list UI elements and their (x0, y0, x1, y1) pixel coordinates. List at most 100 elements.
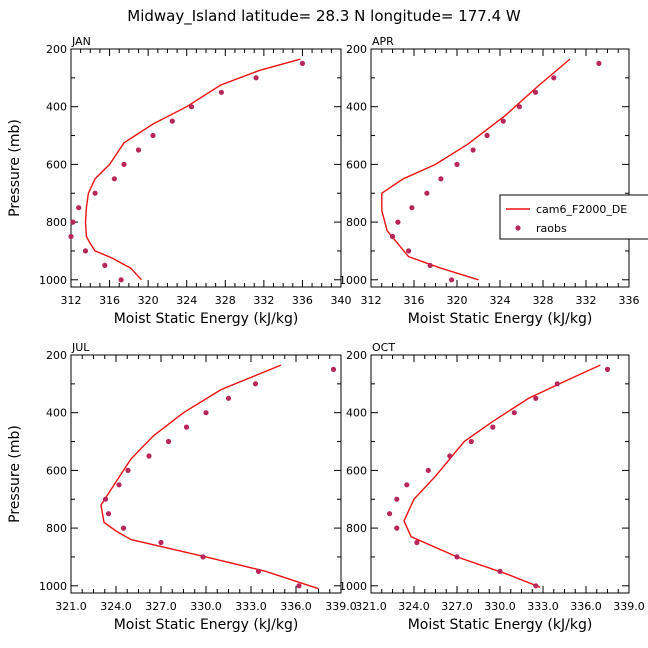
y-tick-label: 400 (346, 101, 367, 114)
panels-container: 312 316 320 324 328 332 336 340 200 400 600 800 1000… (7, 35, 645, 633)
raobs-point (135, 147, 142, 153)
raobs-point (76, 205, 82, 211)
panel-label: OCT (372, 341, 395, 354)
y-tick-label: 200 (46, 349, 67, 362)
raobs-point (533, 583, 539, 589)
raobs-point (225, 395, 232, 401)
x-tick-label: 332 (576, 294, 597, 307)
x-tick-label: 324 (176, 294, 197, 307)
raobs-point (188, 104, 195, 110)
y-tick-label: 800 (46, 216, 67, 229)
raobs-point (454, 554, 460, 560)
x-axis-label: Moist Static Energy (kJ/kg) (114, 617, 299, 633)
raobs-point (118, 277, 124, 283)
raobs-point (105, 511, 112, 517)
raobs-point (158, 539, 164, 546)
x-tick-label: 324.0 (100, 600, 132, 613)
x-tick-label: 328 (215, 294, 236, 307)
x-tick-label: 316 (404, 294, 425, 307)
x-axis-label: Moist Static Energy (kJ/kg) (114, 311, 299, 327)
raobs-point (111, 176, 117, 182)
raobs-point (490, 424, 496, 430)
model-profile-line (100, 364, 319, 590)
y-tick-label: 800 (346, 522, 367, 535)
raobs-point (255, 568, 262, 575)
y-tick-label: 200 (346, 43, 367, 56)
legend-entry-raobs: raobs (536, 222, 567, 235)
raobs-point (500, 118, 506, 124)
x-tick-label: 312 (61, 294, 82, 307)
x-tick-label: 339.0 (613, 600, 645, 613)
legend-entry-model: cam6_F2000_DE (536, 203, 627, 216)
x-tick-label: 316 (99, 294, 120, 307)
raobs-point (68, 233, 74, 240)
x-axis-label: Moist Static Energy (kJ/kg) (408, 617, 593, 633)
raobs-point (200, 554, 206, 560)
x-tick-label: 336.0 (280, 600, 312, 613)
raobs-point (82, 248, 89, 254)
y-tick-label: 1000 (339, 274, 367, 287)
raobs-point (427, 262, 433, 268)
raobs-point (165, 438, 172, 445)
raobs-point (438, 176, 444, 182)
x-tick-label: 336 (619, 294, 640, 307)
x-tick-label: 339.0 (325, 600, 357, 613)
raobs-point (102, 262, 108, 268)
y-tick-label: 1000 (339, 580, 367, 593)
raobs-point (596, 60, 602, 66)
x-tick-label: 324 (490, 294, 511, 307)
raobs-point (120, 525, 127, 531)
y-tick-label: 600 (346, 464, 367, 477)
raobs-point (414, 539, 420, 546)
plot-frame (70, 48, 342, 288)
model-profile-line (381, 58, 571, 281)
legend-marker-swatch (515, 225, 521, 231)
panel-oct: 321.0 324.0 327.0 330.0 333.0 336.0 339.0 200 40… (339, 341, 645, 633)
y-tick-label: 400 (346, 407, 367, 420)
x-tick-label: 324.0 (398, 600, 430, 613)
raobs-point (203, 410, 209, 416)
raobs-point (484, 132, 490, 139)
raobs-point (183, 424, 190, 430)
raobs-point (394, 525, 400, 531)
panel-apr: 312 316 320 324 328 332 336 200 400 600 800 1000 APR… (339, 35, 640, 327)
raobs-point (330, 366, 337, 372)
raobs-point (468, 438, 474, 445)
raobs-point (511, 410, 517, 416)
y-tick-label: 600 (346, 158, 367, 171)
y-axis-label: Pressure (mb) (7, 119, 23, 217)
y-tick-label: 1000 (39, 580, 67, 593)
raobs-point (551, 75, 557, 81)
x-tick-label: 320 (447, 294, 468, 307)
raobs-point (116, 482, 122, 488)
y-tick-label: 200 (346, 349, 367, 362)
raobs-point (218, 89, 224, 95)
raobs-point (424, 190, 430, 196)
model-profile-line (84, 58, 301, 281)
x-tick-label: 330.0 (484, 600, 516, 613)
raobs-point (409, 205, 415, 211)
raobs-point (299, 60, 305, 66)
raobs-point (425, 467, 431, 473)
raobs-point (449, 277, 455, 283)
model-profile-line (403, 364, 601, 588)
plot-frame (370, 354, 630, 594)
panel-label: JUL (71, 341, 90, 354)
x-tick-label: 340 (331, 294, 352, 307)
x-tick-label: 336.0 (570, 600, 602, 613)
panel-label: APR (372, 35, 394, 48)
panel-jul: 321.0 324.0 327.0 330.0 333.0 336.0 339.0 200 40… (7, 341, 357, 633)
raobs-point (169, 118, 175, 124)
y-tick-label: 800 (346, 216, 367, 229)
raobs-point (497, 568, 503, 575)
x-axis-label: Moist Static Energy (kJ/kg) (408, 311, 593, 327)
raobs-point (389, 233, 396, 240)
x-tick-label: 332 (253, 294, 274, 307)
raobs-point (406, 248, 412, 254)
x-tick-label: 321.0 (355, 600, 387, 613)
raobs-point (125, 467, 131, 473)
x-tick-label: 320 (138, 294, 159, 307)
raobs-point (554, 381, 560, 387)
y-tick-label: 600 (46, 158, 67, 171)
